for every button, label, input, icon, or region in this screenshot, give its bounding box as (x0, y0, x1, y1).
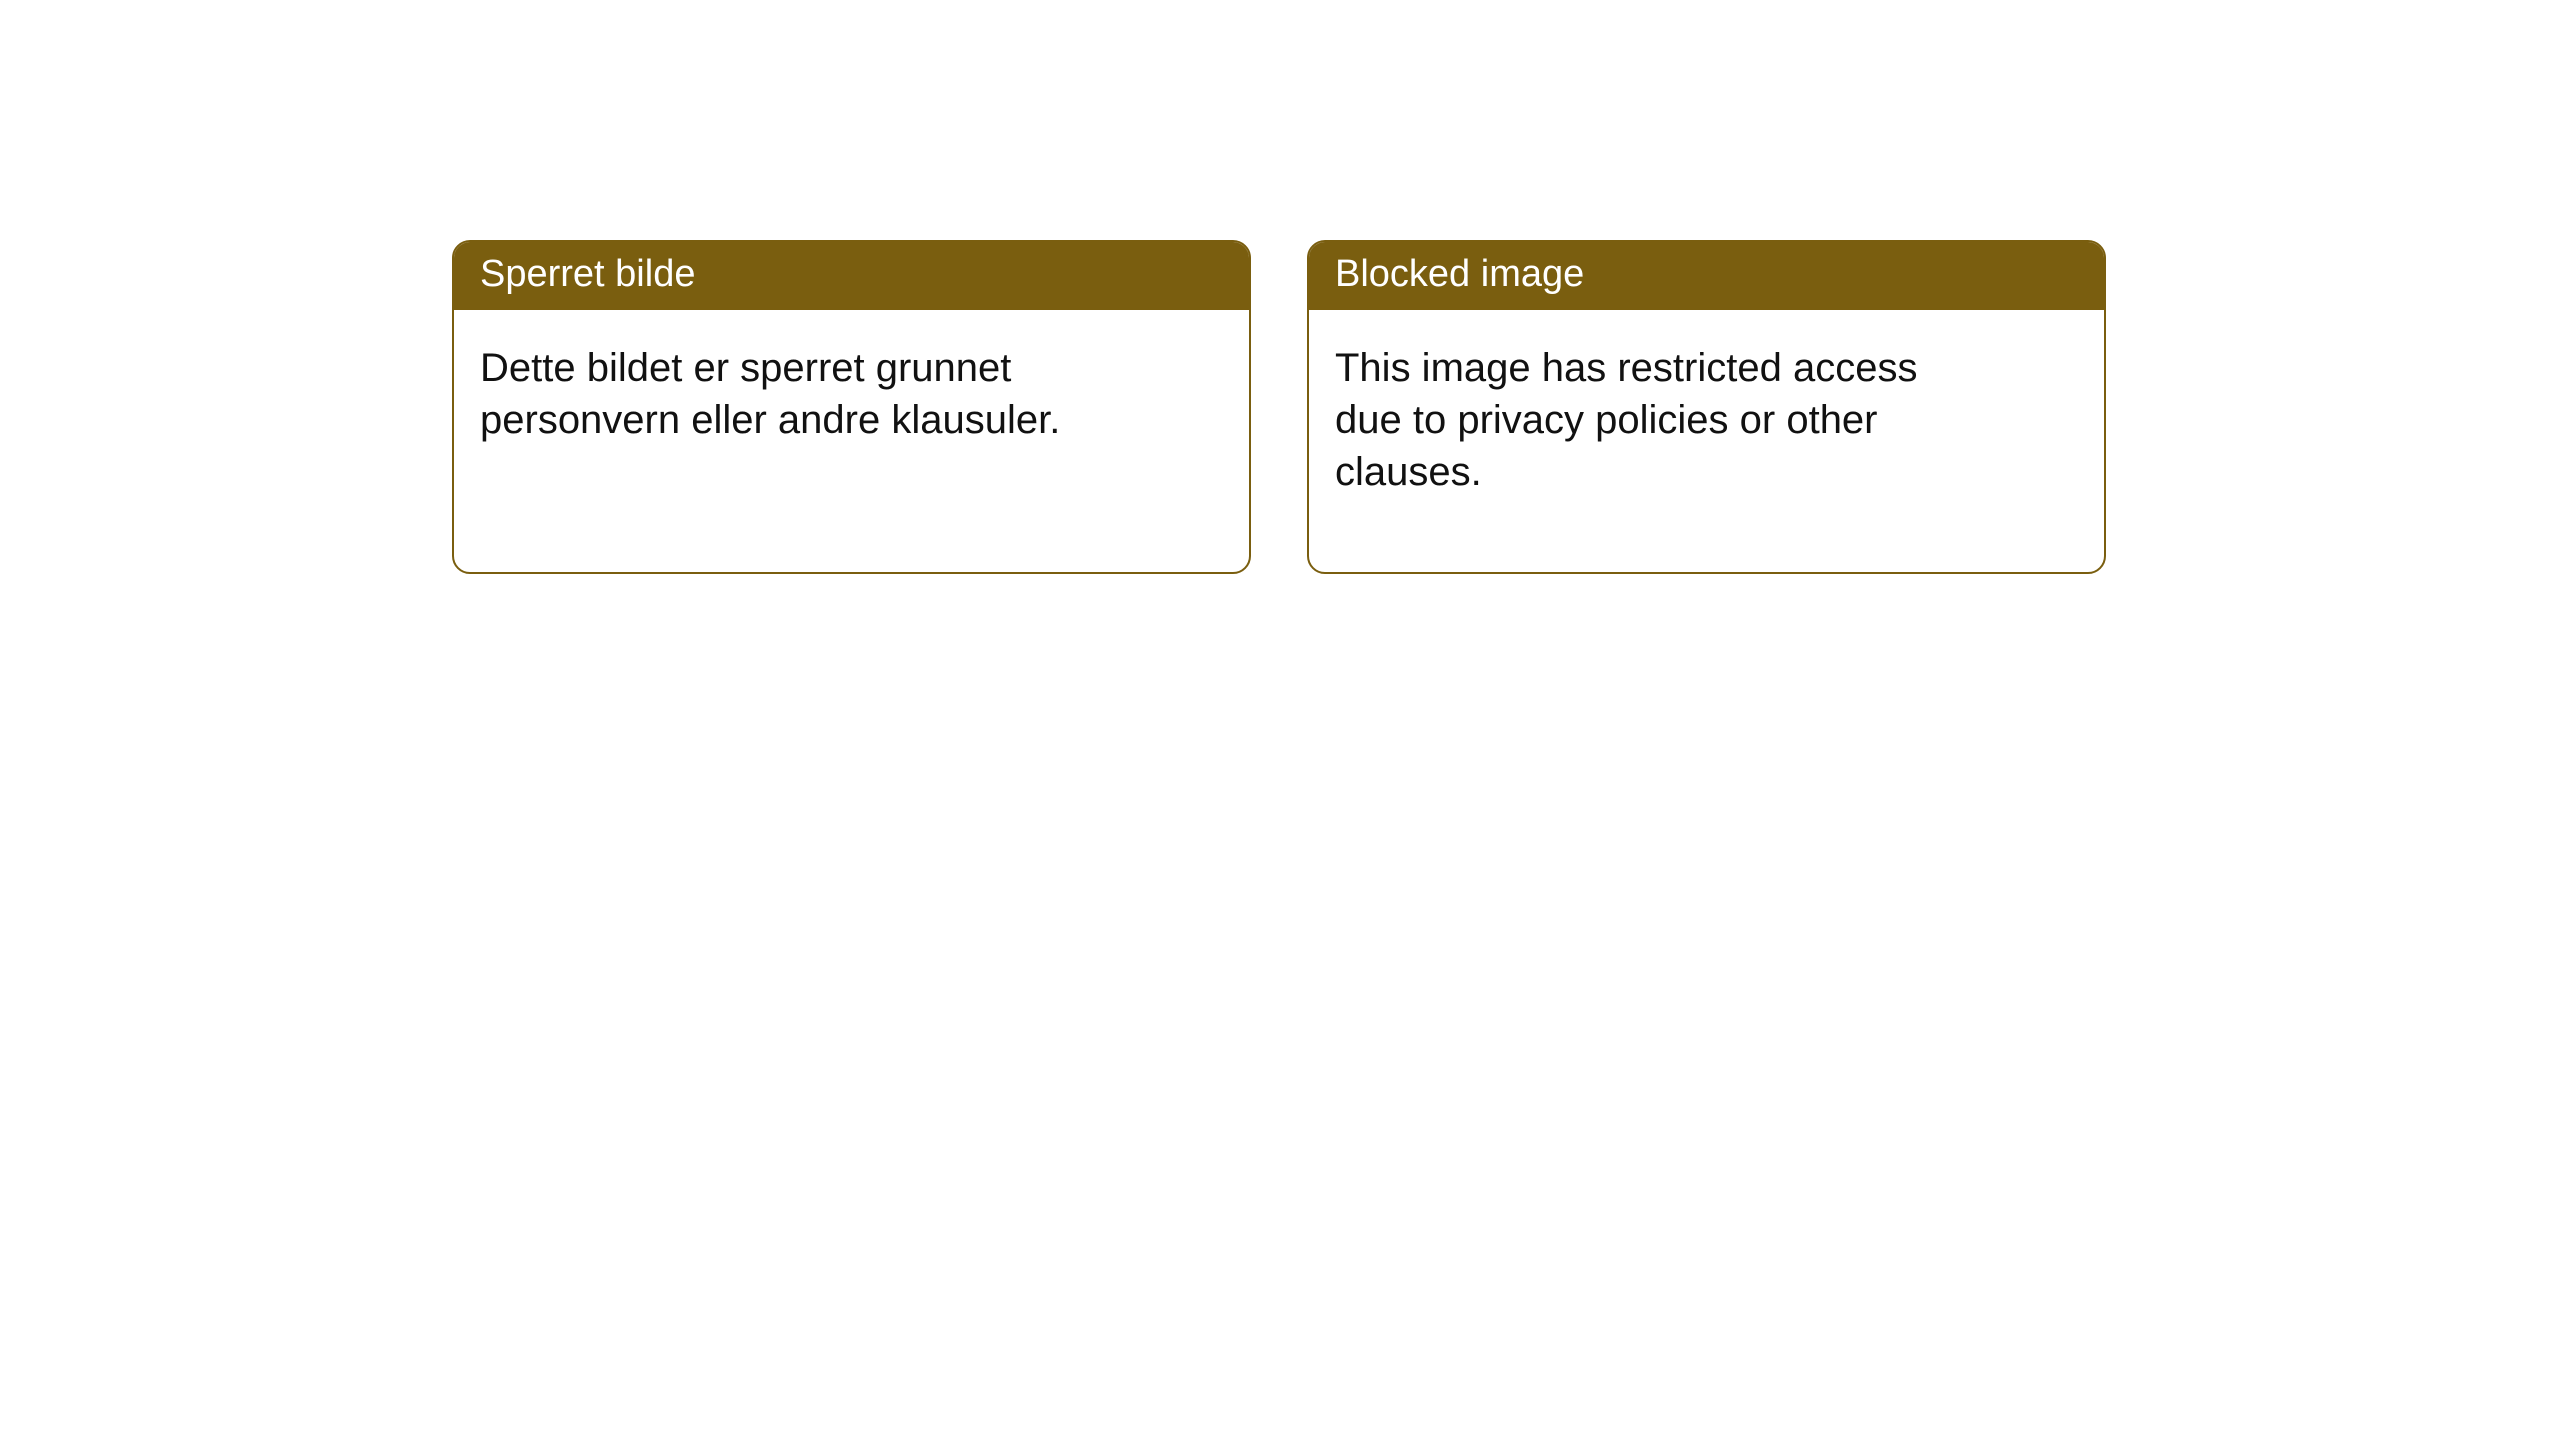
notice-card-en: Blocked image This image has restricted … (1307, 240, 2106, 574)
notice-body-en: This image has restricted access due to … (1309, 310, 1989, 524)
notice-title-en: Blocked image (1309, 242, 2104, 310)
notice-card-nb: Sperret bilde Dette bildet er sperret gr… (452, 240, 1251, 574)
notice-container: Sperret bilde Dette bildet er sperret gr… (452, 240, 2106, 574)
notice-body-nb: Dette bildet er sperret grunnet personve… (454, 310, 1214, 472)
notice-title-nb: Sperret bilde (454, 242, 1249, 310)
